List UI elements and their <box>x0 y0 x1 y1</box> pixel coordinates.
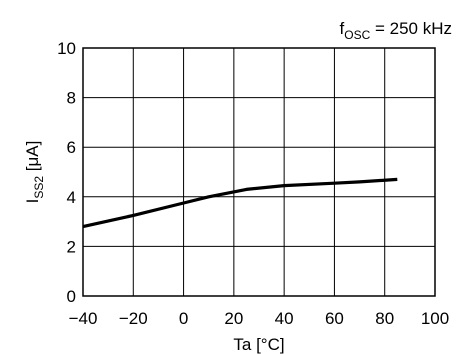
plot-background <box>83 48 435 296</box>
series-layer <box>82 177 398 229</box>
chart-annotation: fOSC = 250 kHz <box>340 19 453 42</box>
y-tick-labels: 0 2 4 6 8 10 <box>57 39 76 306</box>
x-axis-label: Ta [°C] <box>233 335 284 354</box>
x-tick-label: 40 <box>275 309 294 328</box>
x-tick-label: −40 <box>69 309 98 328</box>
x-tick-label: 60 <box>325 309 344 328</box>
series-line <box>82 177 398 229</box>
y-tick-label: 6 <box>67 138 76 157</box>
x-tick-labels: −40 −20 0 20 40 60 80 100 <box>69 309 450 328</box>
y-tick-label: 2 <box>67 237 76 256</box>
x-tick-label: 20 <box>224 309 243 328</box>
x-tick-label: 100 <box>421 309 449 328</box>
grid <box>83 48 435 296</box>
y-tick-label: 4 <box>67 188 76 207</box>
y-axis-label: ISS2 [μA] <box>23 141 46 204</box>
x-tick-label: 0 <box>179 309 188 328</box>
y-tick-label: 0 <box>67 287 76 306</box>
plot-frame <box>82 47 436 297</box>
x-tick-label: 80 <box>375 309 394 328</box>
y-tick-label: 10 <box>57 39 76 58</box>
y-tick-label: 8 <box>67 89 76 108</box>
x-tick-label: −20 <box>119 309 148 328</box>
